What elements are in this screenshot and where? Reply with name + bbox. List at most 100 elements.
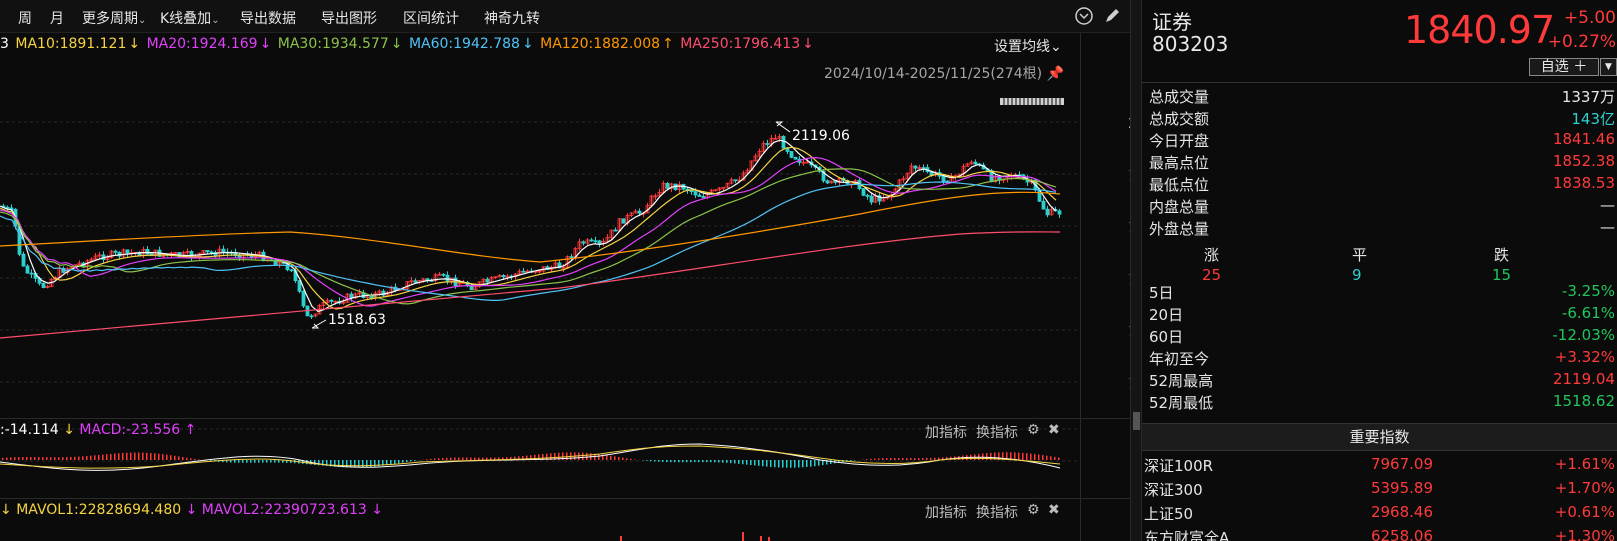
macd-bar bbox=[442, 457, 444, 460]
macd-bar bbox=[826, 460, 828, 465]
switch-indicator-button[interactable]: 换指标 bbox=[976, 505, 1018, 521]
candle-body bbox=[569, 256, 574, 259]
chevron-down-icon: ⌄ bbox=[138, 15, 147, 26]
macd-bar bbox=[606, 455, 608, 460]
candle-body bbox=[901, 178, 906, 181]
candle-body bbox=[501, 275, 506, 278]
flat-label: 平 bbox=[1352, 246, 1368, 264]
magic-nine-button[interactable]: 神奇九转 bbox=[484, 11, 540, 27]
ma250-line bbox=[0, 231, 1061, 339]
macd-bar bbox=[18, 457, 20, 460]
panel-splitter[interactable] bbox=[1130, 0, 1142, 541]
period-month-button[interactable]: 月 bbox=[50, 11, 64, 27]
flat-count: 9 bbox=[1352, 266, 1362, 284]
macd-bar bbox=[682, 460, 684, 463]
add-indicator-button[interactable]: 加指标 bbox=[925, 505, 967, 521]
range-stats-button[interactable]: 区间统计 bbox=[403, 11, 459, 27]
index-row[interactable]: 深证300 5395.89 +1.70% bbox=[1142, 476, 1617, 500]
macd-bar bbox=[458, 457, 460, 460]
kline-overlay-menu[interactable]: K线叠加⌄ bbox=[160, 8, 220, 28]
stat-value: 1838.53 bbox=[1552, 174, 1615, 192]
macd-bar bbox=[386, 460, 388, 466]
candle-body bbox=[785, 147, 790, 152]
candle-body bbox=[761, 143, 766, 152]
macd-bar bbox=[586, 452, 588, 460]
candle-body bbox=[21, 253, 26, 267]
macd-bar bbox=[514, 456, 516, 460]
candle-body bbox=[41, 282, 46, 288]
ma-settings-menu[interactable]: 设置均线⌄ bbox=[994, 36, 1062, 56]
index-row[interactable]: 上证50 2968.46 +0.61% bbox=[1142, 500, 1617, 524]
candle-body bbox=[665, 183, 670, 189]
index-change: +1.61% bbox=[1554, 455, 1615, 473]
macd-bar bbox=[186, 457, 188, 460]
up-count: 25 bbox=[1202, 266, 1222, 284]
index-price: 7967.09 bbox=[1370, 455, 1433, 473]
candle-body bbox=[865, 194, 870, 197]
security-name: 证券 bbox=[1152, 10, 1192, 34]
gear-icon[interactable]: ⚙ bbox=[1027, 422, 1040, 438]
candle-body bbox=[557, 262, 562, 269]
macd-bar bbox=[94, 455, 96, 460]
chart-area[interactable]: 周 月 更多周期⌄ K线叠加⌄ 导出数据 导出图形 区间统计 神奇九转 3 MA… bbox=[0, 0, 1186, 541]
macd-bar bbox=[534, 454, 536, 460]
export-data-button[interactable]: 导出数据 bbox=[240, 11, 296, 27]
collapse-circle-icon[interactable] bbox=[1074, 6, 1094, 26]
index-change: +1.70% bbox=[1554, 479, 1615, 497]
macd-bar bbox=[718, 460, 720, 463]
stat-row-inner-volume: 内盘总量 — bbox=[1142, 194, 1617, 216]
macd-bar bbox=[106, 454, 108, 460]
ma120-line bbox=[0, 191, 1061, 263]
macd-bar bbox=[274, 460, 276, 463]
candle-body bbox=[433, 274, 438, 282]
splitter-handle[interactable] bbox=[1133, 412, 1140, 430]
macd-bar bbox=[38, 457, 40, 460]
macd-bar bbox=[986, 453, 988, 460]
macd-bar bbox=[838, 460, 840, 463]
kline-chart[interactable]: 2119.06 1518.63 bbox=[0, 56, 1130, 541]
close-icon[interactable]: ✖ bbox=[1048, 502, 1060, 518]
watchlist-dropdown-icon[interactable]: ▼ bbox=[1600, 58, 1617, 76]
close-icon[interactable]: ✖ bbox=[1048, 422, 1060, 438]
period-value: -6.61% bbox=[1561, 304, 1615, 322]
candle-body bbox=[913, 165, 918, 169]
index-row[interactable]: 深证100R 7967.09 +1.61% bbox=[1142, 452, 1617, 476]
stat-label: 总成交额 bbox=[1149, 110, 1210, 128]
indices-header[interactable]: 重要指数 bbox=[1142, 423, 1617, 451]
scroll-ruler-icon[interactable] bbox=[1000, 98, 1064, 105]
gear-icon[interactable]: ⚙ bbox=[1027, 502, 1040, 518]
up-arrow-icon: ↑ bbox=[662, 36, 674, 52]
macd-bar bbox=[362, 460, 364, 468]
pin-icon[interactable]: 📌 bbox=[1046, 66, 1064, 82]
macd-bar bbox=[46, 457, 48, 460]
index-row[interactable]: 东方财富全A 6258.06 +1.30% bbox=[1142, 524, 1617, 541]
stat-label: 最低点位 bbox=[1149, 176, 1210, 194]
index-price: 6258.06 bbox=[1370, 527, 1433, 541]
candle-body bbox=[593, 240, 598, 243]
candle-body bbox=[29, 272, 34, 275]
more-period-menu[interactable]: 更多周期⌄ bbox=[82, 8, 146, 28]
candle-body bbox=[677, 184, 682, 190]
candle-body bbox=[93, 255, 98, 260]
macd-bar bbox=[1026, 453, 1028, 460]
macd-bar bbox=[190, 458, 192, 460]
switch-indicator-button[interactable]: 换指标 bbox=[976, 425, 1018, 441]
macd-bar bbox=[266, 460, 268, 463]
add-indicator-button[interactable]: 加指标 bbox=[925, 425, 967, 441]
draw-pen-icon[interactable] bbox=[1102, 6, 1122, 26]
candle-body bbox=[505, 275, 510, 278]
candle-body bbox=[861, 188, 866, 196]
macd-bar bbox=[354, 460, 356, 468]
macd-bar bbox=[982, 453, 984, 460]
stat-row-open: 今日开盘 1841.46 bbox=[1142, 128, 1617, 150]
candle-body bbox=[941, 175, 946, 182]
add-watchlist-button[interactable]: 自选 ＋ bbox=[1529, 58, 1599, 76]
macd-bar bbox=[926, 457, 928, 460]
export-image-button[interactable]: 导出图形 bbox=[321, 11, 377, 27]
down-label: 跌 bbox=[1494, 246, 1510, 264]
down-count: 15 bbox=[1492, 266, 1512, 284]
macd-bar bbox=[478, 457, 480, 460]
index-name: 上证50 bbox=[1144, 505, 1194, 523]
candle-body bbox=[917, 167, 922, 169]
period-week-button[interactable]: 周 bbox=[18, 11, 32, 27]
